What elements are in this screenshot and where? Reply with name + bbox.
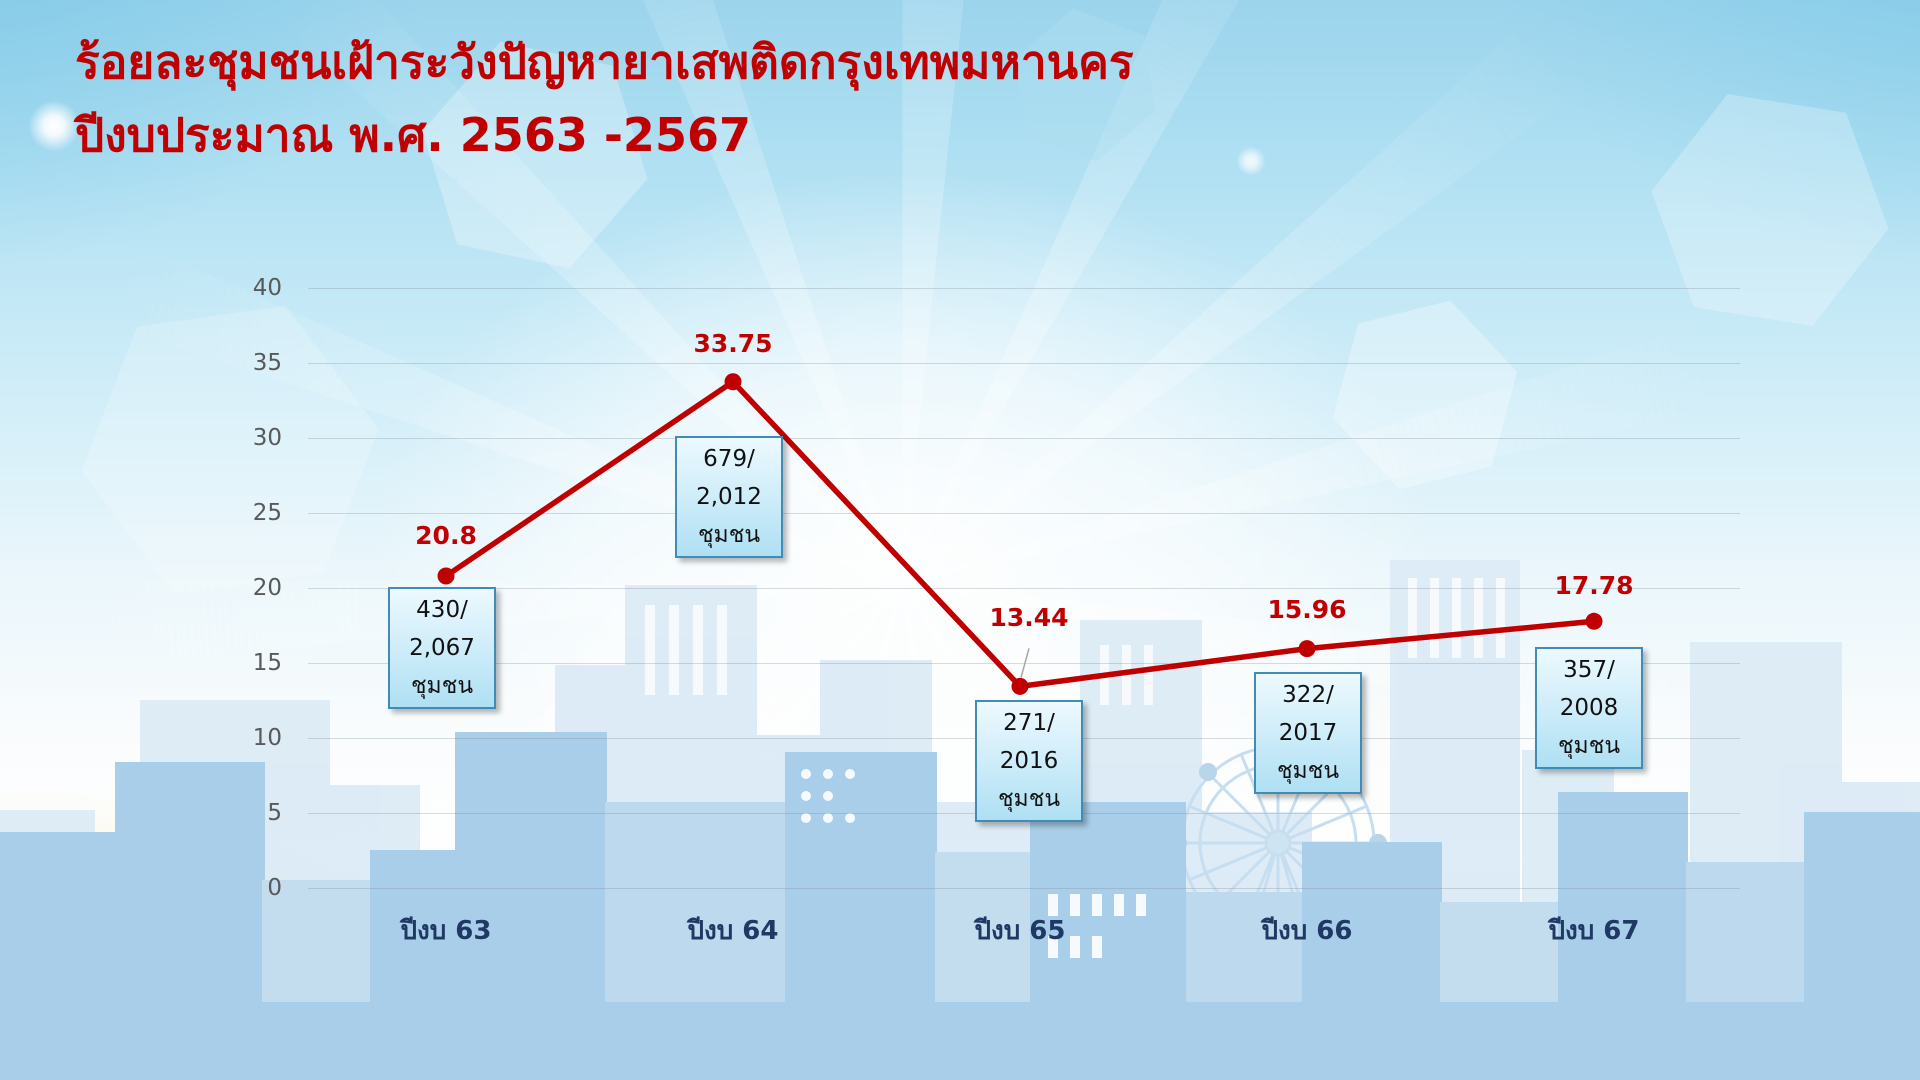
y-axis-tick-label: 35: [252, 350, 282, 376]
data-point-marker: [1298, 640, 1316, 658]
data-point-value-label: 17.78: [1554, 571, 1634, 601]
callout-text-line: 2017: [1278, 720, 1338, 746]
gridline: [308, 513, 1740, 514]
sparkle: [28, 100, 80, 152]
data-point-value-label: 15.96: [1267, 594, 1347, 624]
callout-text-line: ชุมชน: [410, 673, 474, 699]
x-axis-category-label: ปีงบ 66: [1261, 916, 1353, 946]
y-axis-tick-label: 10: [252, 725, 282, 751]
x-axis-category-label: ปีงบ 65: [974, 916, 1066, 946]
y-axis-tick-label: 0: [267, 875, 282, 901]
y-axis-tick-label: 20: [252, 575, 282, 601]
callout-text-line: 357/: [1563, 657, 1615, 683]
callout-text-line: 2008: [1559, 695, 1619, 721]
x-axis-category-label: ปีงบ 64: [687, 916, 779, 946]
callout-text-line: 679/: [703, 446, 755, 472]
y-axis-tick-label: 5: [267, 800, 282, 826]
callout-text-line: ชุมชน: [697, 522, 761, 548]
callout-text-line: 2016: [999, 748, 1059, 774]
callout-text-line: ชุมชน: [1557, 733, 1621, 759]
sparkle: [1236, 146, 1266, 176]
callout-box: 430/2,067 ชุมชน: [388, 587, 496, 709]
data-point-value-label: 20.8: [415, 521, 477, 550]
gridline: [308, 663, 1740, 664]
data-point-marker: [1585, 612, 1603, 630]
skyline-front-layer: [0, 732, 1920, 1080]
callout-text-line: ชุมชน: [997, 786, 1061, 812]
data-point-marker: [437, 567, 455, 585]
city-skyline: [0, 560, 1920, 1080]
callout-text-line: 322/: [1282, 682, 1334, 708]
x-axis-category-label: ปีงบ 63: [400, 916, 492, 946]
y-axis-tick-label: 40: [252, 275, 282, 301]
y-axis-tick-label: 25: [252, 500, 282, 526]
callout-box: 322/2017 ชุมชน: [1254, 672, 1362, 794]
series-line: [443, 379, 1597, 690]
gridline: [308, 363, 1740, 364]
callout-box: 679/2,012 ชุมชน: [675, 436, 783, 558]
x-axis-category-label: ปีงบ 67: [1548, 916, 1640, 946]
gridline: [308, 288, 1740, 289]
chart-title: ร้อยละชุมชนเฝ้าระวังปัญหายาเสพติดกรุงเทพ…: [75, 26, 1315, 172]
callout-box: 271/2016 ชุมชน: [975, 700, 1083, 822]
chart-title-line2: ปีงบประมาณ พ.ศ. 2563 -2567: [75, 108, 751, 162]
data-label-leader-line: [1020, 648, 1030, 678]
data-point-value-label: 33.75: [693, 328, 773, 358]
callout-text-line: 2,012: [696, 484, 762, 510]
gridline: [308, 888, 1740, 889]
chart-title-line1: ร้อยละชุมชนเฝ้าระวังปัญหายาเสพติดกรุงเทพ…: [75, 35, 1134, 89]
y-axis-tick-label: 15: [252, 650, 282, 676]
callout-text-line: 430/: [416, 597, 468, 623]
callout-text-line: 2,067: [409, 635, 475, 661]
callout-text-line: ชุมชน: [1276, 758, 1340, 784]
data-point-marker: [724, 373, 742, 391]
gridline: [308, 438, 1740, 439]
y-axis-tick-label: 30: [252, 425, 282, 451]
callout-text-line: 271/: [1003, 710, 1055, 736]
callout-box: 357/2008 ชุมชน: [1535, 647, 1643, 769]
data-point-marker: [1011, 677, 1029, 695]
data-point-value-label: 13.44: [989, 603, 1069, 633]
skyline-window-dots: [801, 769, 1146, 958]
gridline: [308, 588, 1740, 589]
